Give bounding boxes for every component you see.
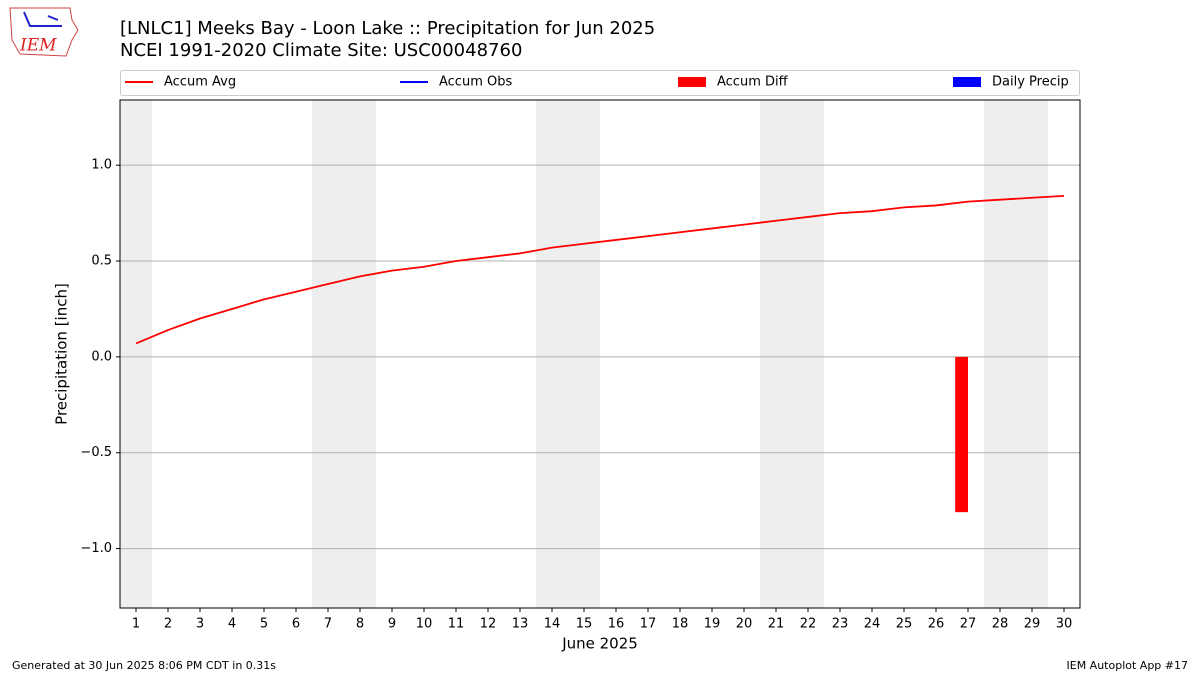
x-axis-label: June 2025	[561, 635, 638, 653]
x-tick-label: 28	[992, 617, 1009, 632]
x-tick-label: 22	[800, 617, 817, 632]
chart-title: [LNLC1] Meeks Bay - Loon Lake :: Precipi…	[120, 18, 655, 39]
logo: IEM	[9, 7, 79, 57]
x-tick-label: 8	[356, 617, 364, 632]
x-tick-label: 24	[864, 617, 881, 632]
x-tick-label: 20	[736, 617, 753, 632]
line	[135, 194, 1065, 345]
weekend-shade	[536, 100, 568, 608]
y-tick-label: 1.0	[91, 158, 112, 173]
x-tick-label: 16	[608, 617, 625, 632]
weekend-shade	[568, 100, 600, 608]
x-tick-label: 15	[576, 617, 593, 632]
x-tick-label: 14	[544, 617, 561, 632]
legend-label: Accum Obs	[439, 75, 512, 90]
weekend-shade	[312, 100, 344, 608]
footer-right: IEM Autoplot App #17	[1067, 659, 1189, 672]
weekend-shade	[760, 100, 792, 608]
bar	[955, 356, 968, 513]
x-tick-label: 13	[512, 617, 529, 632]
y-tick-label: −0.5	[80, 445, 112, 460]
legend-swatch	[953, 77, 981, 87]
legend-label: Daily Precip	[992, 75, 1069, 90]
x-tick-label: 23	[832, 617, 849, 632]
y-tick-label: 0.0	[91, 349, 112, 364]
x-tick-label: 29	[1024, 617, 1041, 632]
x-tick-label: 18	[672, 617, 689, 632]
x-tick-label: 27	[960, 617, 977, 632]
x-tick-label: 10	[416, 617, 433, 632]
logo-text: IEM	[19, 36, 57, 56]
logo-outline	[9, 7, 79, 57]
x-tick-label: 3	[196, 617, 204, 632]
weekend-shade	[792, 100, 824, 608]
y-tick-label: 0.5	[91, 254, 112, 269]
weekend-shade	[344, 100, 376, 608]
legend-box	[120, 70, 1080, 96]
legend-swatch	[678, 77, 706, 87]
x-tick-label: 21	[768, 617, 785, 632]
x-tick-label: 6	[292, 617, 300, 632]
x-tick-label: 12	[480, 617, 497, 632]
weekend-shade	[120, 100, 152, 608]
x-tick-label: 1	[132, 617, 140, 632]
x-tick-label: 19	[704, 617, 721, 632]
x-tick-label: 11	[448, 617, 465, 632]
x-tick-label: 2	[164, 617, 172, 632]
x-tick-label: 17	[640, 617, 657, 632]
x-tick-label: 7	[324, 617, 332, 632]
x-tick-label: 5	[260, 617, 268, 632]
logo-icon	[23, 11, 62, 27]
chart-subtitle: NCEI 1991-2020 Climate Site: USC00048760	[120, 40, 522, 61]
weekend-shade	[984, 100, 1016, 608]
x-tick-label: 4	[228, 617, 236, 632]
x-tick-label: 25	[896, 617, 913, 632]
legend-label: Accum Diff	[717, 75, 789, 90]
weekend-shade	[1016, 100, 1048, 608]
x-tick-label: 26	[928, 617, 945, 632]
x-tick-label: 9	[388, 617, 396, 632]
y-tick-label: −1.0	[80, 541, 112, 556]
x-tick-label: 30	[1056, 617, 1073, 632]
axes-frame	[119, 99, 1081, 609]
y-axis-label: Precipitation [inch]	[53, 283, 71, 425]
plot-area: −1.0−0.50.00.51.01 2 3 4 5 6 7 8 9 10 11 12 13 14 15 16…	[80, 99, 1081, 632]
footer-left: Generated at 30 Jun 2025 8:06 PM CDT in …	[12, 659, 276, 672]
legend-label: Accum Avg	[164, 75, 236, 90]
